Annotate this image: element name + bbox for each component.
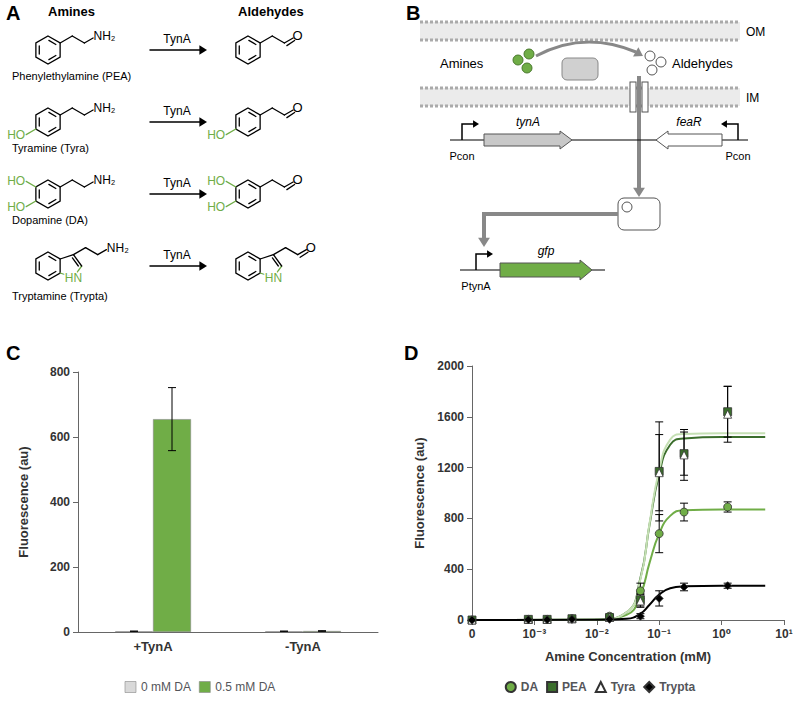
svg-text:HO: HO <box>7 174 25 188</box>
svg-text:OM: OM <box>746 25 765 39</box>
svg-text:10⁰: 10⁰ <box>712 627 731 641</box>
svg-text:Pcon: Pcon <box>725 150 750 162</box>
svg-text:NH₂: NH₂ <box>93 101 115 115</box>
svg-text:0: 0 <box>469 627 476 641</box>
svg-text:Tyramine (Tyra): Tyramine (Tyra) <box>12 142 89 154</box>
svg-text:10⁻¹: 10⁻¹ <box>647 627 671 641</box>
svg-text:TynA: TynA <box>163 176 190 190</box>
svg-text:O: O <box>306 240 316 255</box>
svg-text:800: 800 <box>50 365 70 379</box>
svg-text:IM: IM <box>746 91 759 105</box>
svg-text:600: 600 <box>50 430 70 444</box>
svg-text:HO: HO <box>207 200 225 214</box>
svg-text:TynA: TynA <box>163 248 190 262</box>
svg-text:Amines: Amines <box>440 56 484 71</box>
svg-text:Fluorescence (au): Fluorescence (au) <box>16 446 31 557</box>
svg-text:Aldehydes: Aldehydes <box>672 56 733 71</box>
svg-text:NH₂: NH₂ <box>107 241 129 255</box>
html-text:D: D <box>404 342 419 364</box>
svg-text:Aldehydes: Aldehydes <box>238 4 304 19</box>
svg-text:0: 0 <box>457 613 464 627</box>
svg-text:Dopamine (DA): Dopamine (DA) <box>12 214 88 226</box>
svg-text:HO: HO <box>207 174 225 188</box>
svg-text:+TynA: +TynA <box>133 639 173 654</box>
svg-text:-TynA: -TynA <box>285 639 321 654</box>
svg-text:HO: HO <box>207 128 225 142</box>
svg-text:TynA: TynA <box>163 104 190 118</box>
svg-text:0 mM DA: 0 mM DA <box>141 680 191 694</box>
svg-text:Fluorescence (au): Fluorescence (au) <box>412 437 427 548</box>
svg-text:2000: 2000 <box>437 359 464 373</box>
svg-text:DA: DA <box>521 680 539 694</box>
svg-text:10⁻³: 10⁻³ <box>523 627 547 641</box>
svg-text:gfp: gfp <box>538 244 555 258</box>
svg-text:800: 800 <box>444 511 464 525</box>
html-text:A: A <box>6 2 21 24</box>
svg-text:0: 0 <box>63 625 70 639</box>
svg-text:1600: 1600 <box>437 410 464 424</box>
svg-text:Trypta: Trypta <box>659 680 695 694</box>
svg-text:Tryptamine (Trypta): Tryptamine (Trypta) <box>12 290 108 302</box>
svg-text:Tyra: Tyra <box>611 680 636 694</box>
svg-text:HN: HN <box>265 271 282 285</box>
svg-text:Amine Concentration (mM): Amine Concentration (mM) <box>545 649 711 664</box>
svg-text:O: O <box>292 28 302 43</box>
svg-text:1200: 1200 <box>437 461 464 475</box>
svg-text:O: O <box>292 172 302 187</box>
svg-text:NH₂: NH₂ <box>93 29 115 43</box>
svg-text:Amines: Amines <box>48 4 95 19</box>
svg-text:400: 400 <box>444 562 464 576</box>
html-text:C: C <box>6 342 21 364</box>
svg-text:feaR: feaR <box>676 115 702 129</box>
svg-text:HO: HO <box>7 200 25 214</box>
svg-text:O: O <box>292 100 302 115</box>
svg-text:TynA: TynA <box>163 32 190 46</box>
svg-text:Pcon: Pcon <box>449 150 474 162</box>
svg-text:HN: HN <box>65 271 82 285</box>
svg-text:PEA: PEA <box>562 680 587 694</box>
svg-text:HO: HO <box>7 128 25 142</box>
svg-text:10⁻²: 10⁻² <box>585 627 609 641</box>
svg-text:0.5 mM DA: 0.5 mM DA <box>215 680 275 694</box>
svg-text:Phenylethylamine (PEA): Phenylethylamine (PEA) <box>12 70 131 82</box>
svg-text:200: 200 <box>50 560 70 574</box>
svg-text:NH₂: NH₂ <box>93 173 115 187</box>
svg-text:10¹: 10¹ <box>775 627 792 641</box>
svg-text:tynA: tynA <box>516 115 540 129</box>
html-text:B: B <box>406 2 421 24</box>
svg-text:PtynA: PtynA <box>461 280 491 292</box>
svg-text:400: 400 <box>50 495 70 509</box>
